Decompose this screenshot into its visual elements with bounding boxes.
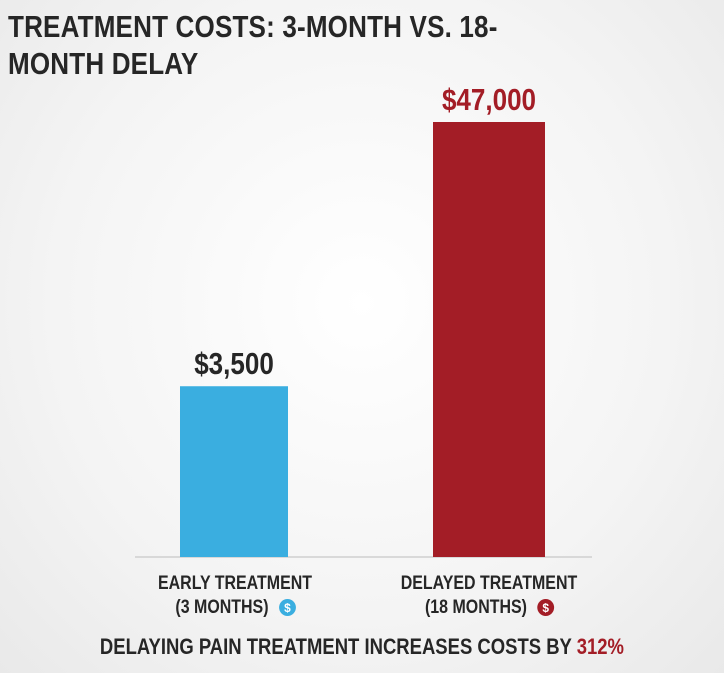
category-name: EARLY TREATMENT bbox=[157, 573, 313, 594]
category-name: DELAYED TREATMENT bbox=[400, 573, 578, 594]
footer-highlight: 312% bbox=[576, 634, 625, 659]
value-label-0: $3,500 bbox=[194, 347, 274, 382]
bar-0 bbox=[180, 386, 288, 557]
value-label-1: $47,000 bbox=[442, 83, 536, 118]
dollar-coin-icon: $ bbox=[537, 599, 555, 617]
footer-text: DELAYING PAIN TREATMENT INCREASES COSTS … bbox=[99, 634, 577, 659]
category-sublabel: (3 MONTHS) bbox=[175, 597, 269, 618]
category-label-delayed: DELAYED TREATMENT (18 MONTHS) $ bbox=[380, 572, 598, 620]
bar-1 bbox=[433, 122, 545, 557]
category-label-early: EARLY TREATMENT (3 MONTHS) $ bbox=[126, 572, 344, 620]
chart-title: TREATMENT COSTS: 3-MONTH VS. 18-MONTH DE… bbox=[8, 9, 498, 81]
footer-note: DELAYING PAIN TREATMENT INCREASES COSTS … bbox=[0, 634, 724, 660]
category-sublabel: (18 MONTHS) bbox=[424, 597, 527, 618]
dollar-coin-icon: $ bbox=[278, 599, 296, 617]
